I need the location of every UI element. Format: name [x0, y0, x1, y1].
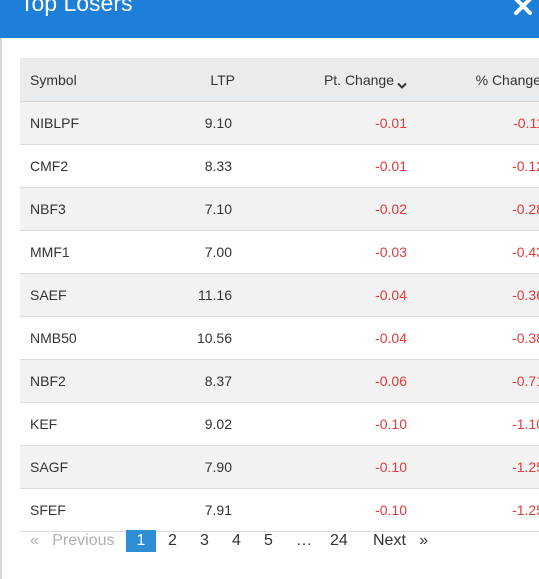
cell-pt-change: -0.01 — [235, 101, 407, 145]
table-header-row: Symbol LTP Pt. Change % Change — [20, 58, 539, 102]
cell-pct-change: -0.12 — [407, 144, 539, 188]
cell-ltp: 9.10 — [155, 101, 235, 145]
modal-title: Top Losers — [20, 0, 133, 16]
header-pct-change[interactable]: % Change — [407, 58, 539, 102]
page-2[interactable]: 2 — [168, 532, 177, 549]
cell-symbol: SAGF — [20, 445, 155, 489]
pagination-previous[interactable]: « Previous — [30, 532, 115, 549]
cell-ltp: 10.56 — [155, 316, 235, 360]
cell-ltp: 11.16 — [155, 273, 235, 317]
cell-ltp: 7.91 — [155, 488, 235, 532]
page-24[interactable]: 24 — [330, 532, 348, 549]
cell-ltp: 9.02 — [155, 402, 235, 446]
cell-symbol: SAEF — [20, 273, 155, 317]
losers-table: Symbol LTP Pt. Change % Change NIBLPF 9.1… — [20, 58, 539, 532]
page-3[interactable]: 3 — [200, 532, 209, 549]
cell-pct-change: -0.36 — [407, 273, 539, 317]
cell-pct-change: -0.38 — [407, 316, 539, 360]
cell-pt-change: -0.04 — [235, 273, 407, 317]
page-1[interactable]: 1 — [126, 530, 156, 552]
header-ltp[interactable]: LTP — [155, 58, 235, 102]
chevron-down-icon — [397, 77, 407, 89]
cell-symbol: NMB50 — [20, 316, 155, 360]
cell-pt-change: -0.04 — [235, 316, 407, 360]
pagination-next[interactable]: Next » — [373, 532, 429, 549]
cell-pct-change: -0.43 — [407, 230, 539, 274]
cell-pt-change: -0.10 — [235, 402, 407, 446]
page-4[interactable]: 4 — [232, 532, 241, 549]
cell-symbol: NBF3 — [20, 187, 155, 231]
header-pt-change[interactable]: Pt. Change — [235, 58, 407, 102]
cell-pt-change: -0.02 — [235, 187, 407, 231]
page-5[interactable]: 5 — [264, 532, 273, 549]
cell-pt-change: -0.06 — [235, 359, 407, 403]
cell-pct-change: -1.25 — [407, 445, 539, 489]
cell-ltp: 7.90 — [155, 445, 235, 489]
cell-ltp: 7.10 — [155, 187, 235, 231]
cell-symbol: MMF1 — [20, 230, 155, 274]
cell-pt-change: -0.10 — [235, 488, 407, 532]
cell-pt-change: -0.03 — [235, 230, 407, 274]
cell-pct-change: -1.25 — [407, 488, 539, 532]
cell-ltp: 8.33 — [155, 144, 235, 188]
cell-ltp: 7.00 — [155, 230, 235, 274]
cell-symbol: SFEF — [20, 488, 155, 532]
close-icon[interactable] — [512, 0, 534, 17]
cell-symbol: NIBLPF — [20, 101, 155, 145]
cell-pt-change: -0.10 — [235, 445, 407, 489]
modal-header: Top Losers — [0, 0, 539, 38]
cell-pct-change: -0.28 — [407, 187, 539, 231]
cell-symbol: NBF2 — [20, 359, 155, 403]
header-symbol[interactable]: Symbol — [20, 58, 155, 102]
modal-border — [0, 38, 2, 579]
cell-pct-change: -1.10 — [407, 402, 539, 446]
cell-symbol: CMF2 — [20, 144, 155, 188]
cell-symbol: KEF — [20, 402, 155, 446]
page-ellipsis: … — [296, 532, 312, 549]
cell-pt-change: -0.01 — [235, 144, 407, 188]
cell-pct-change: -0.71 — [407, 359, 539, 403]
cell-pct-change: -0.11 — [407, 101, 539, 145]
cell-ltp: 8.37 — [155, 359, 235, 403]
